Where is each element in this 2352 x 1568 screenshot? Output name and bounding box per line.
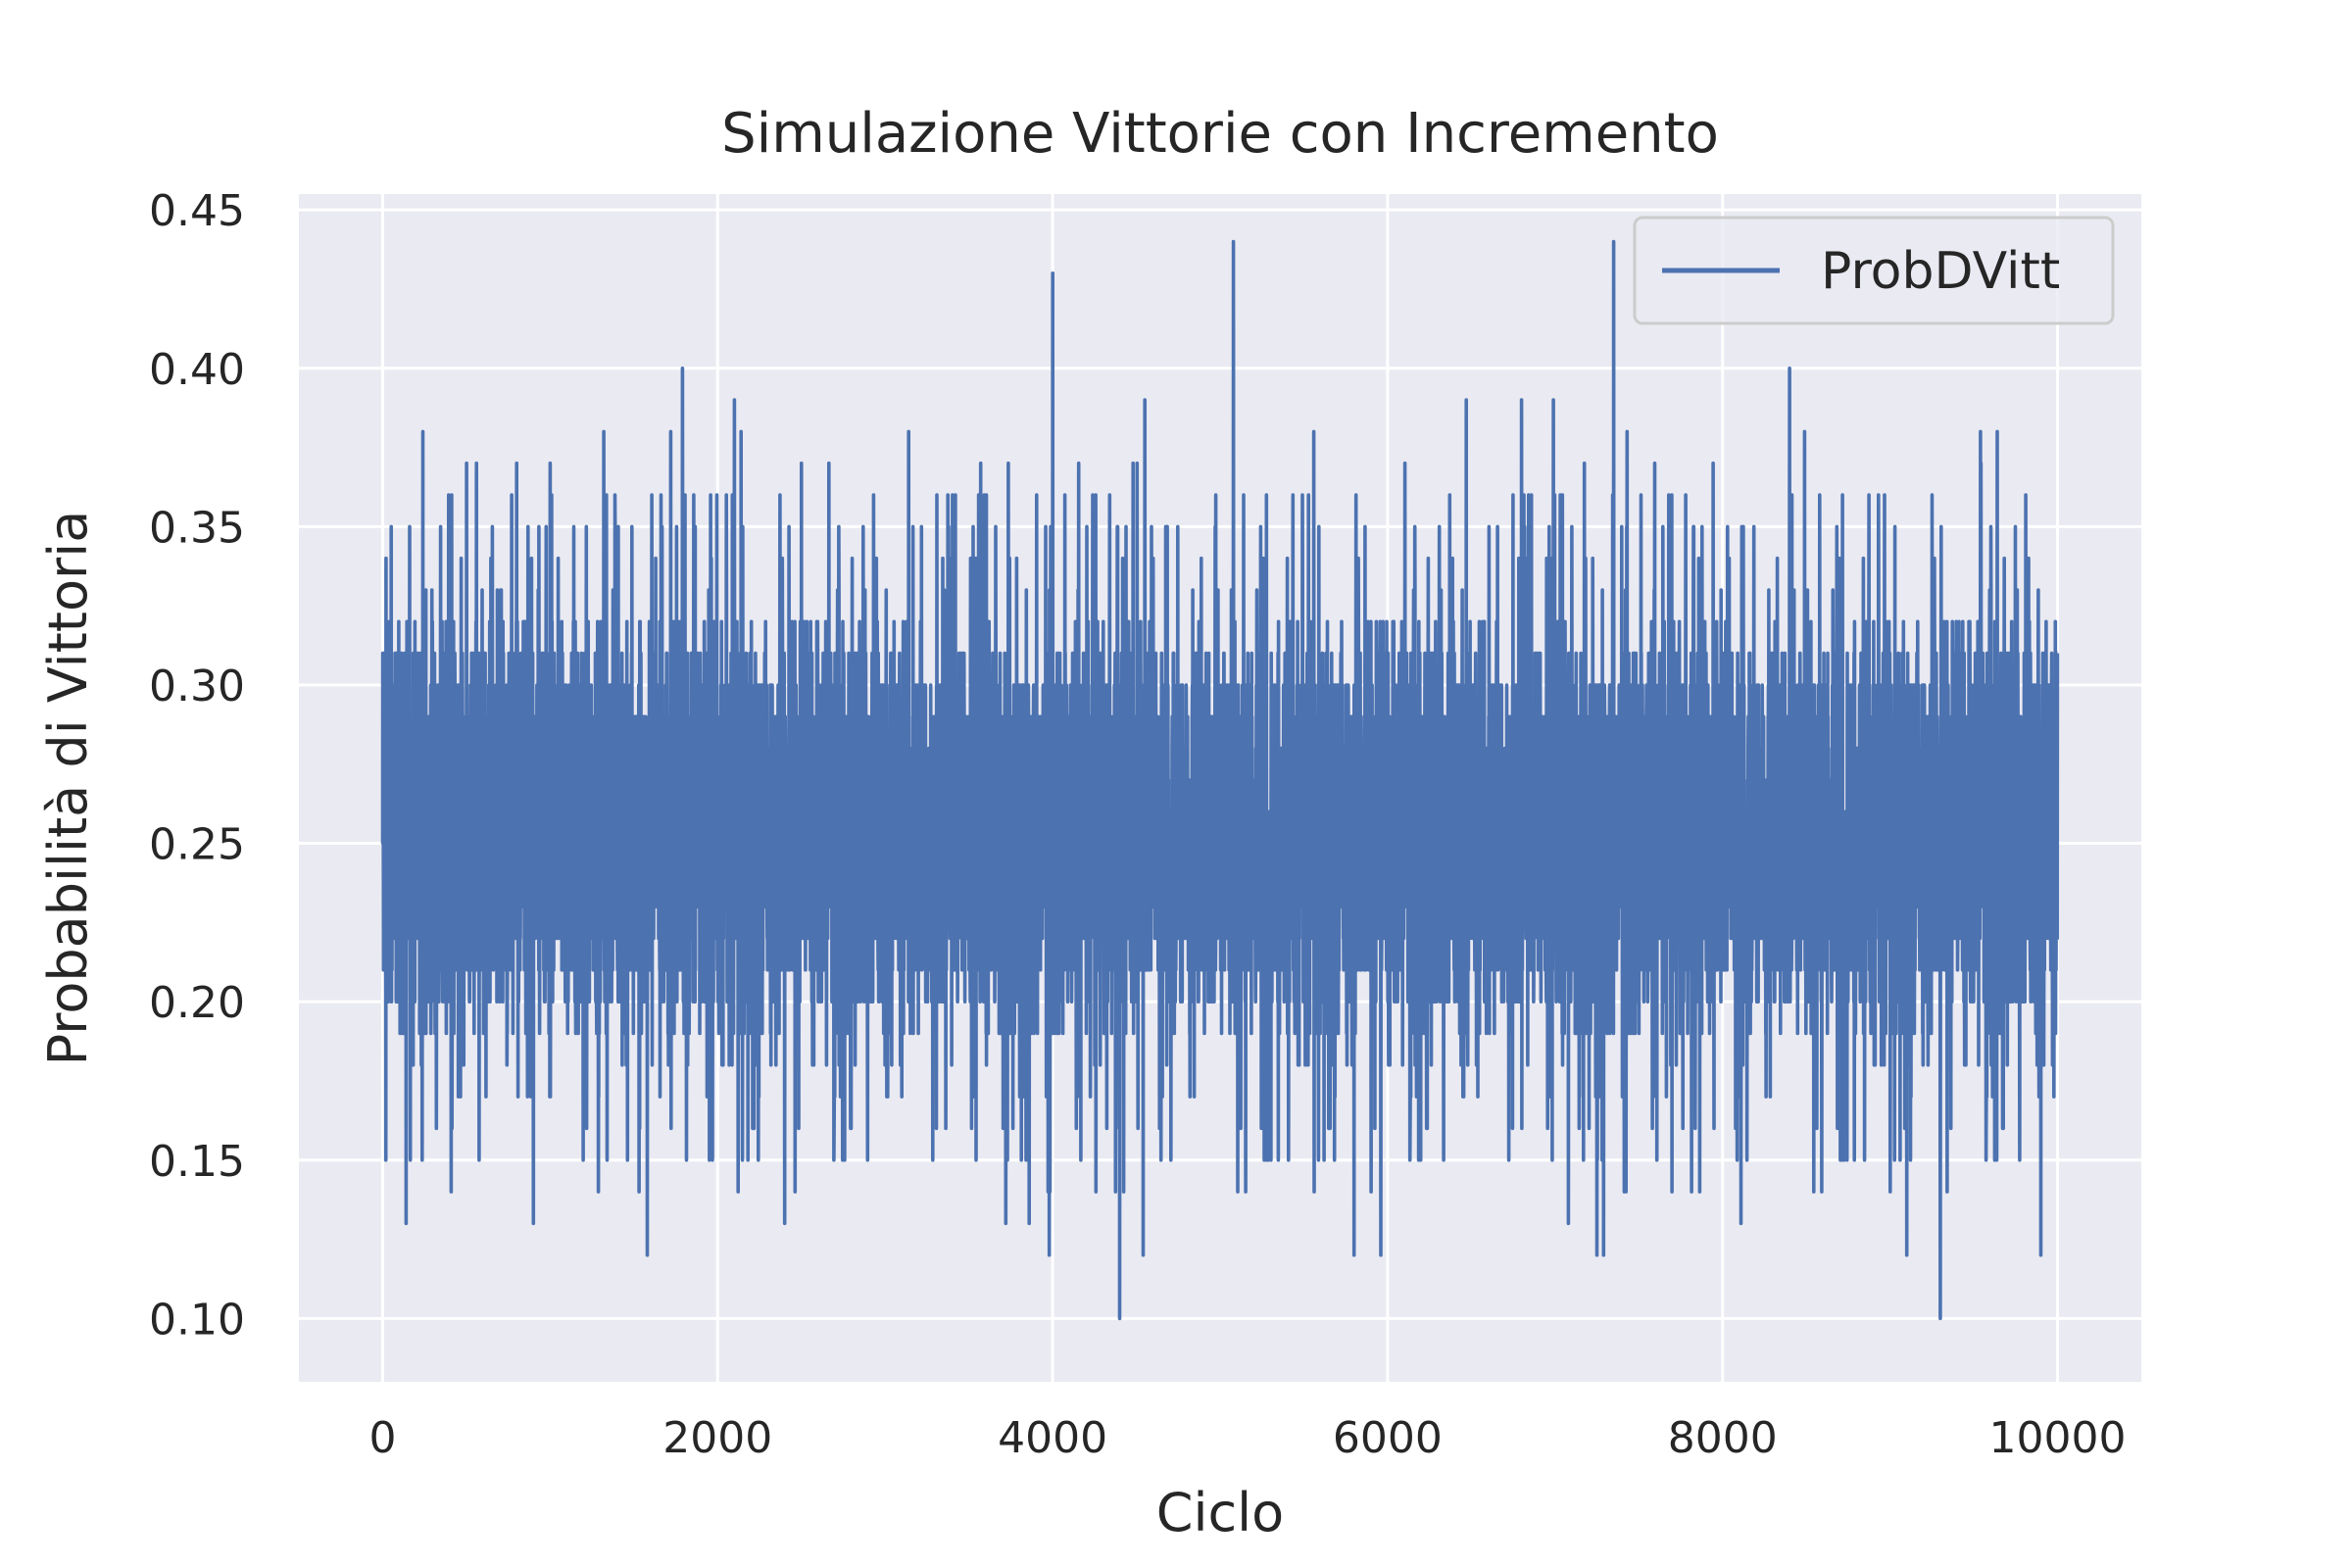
chart-title: Simulazione Vittorie con Incremento — [721, 102, 1719, 166]
x-tick-label: 0 — [368, 1413, 396, 1463]
y-tick-label: 0.45 — [149, 186, 245, 236]
legend: ProbDVitt — [1633, 216, 2115, 325]
y-tick-label: 0.30 — [149, 662, 245, 711]
y-tick-label: 0.10 — [149, 1295, 245, 1345]
x-tick-label: 10000 — [1989, 1413, 2127, 1463]
y-axis-label: Probabilità di Vittoria — [37, 511, 99, 1066]
x-tick-label: 8000 — [1668, 1413, 1778, 1463]
y-tick-labels: 0.10 0.15 0.20 0.25 0.30 0.35 0.40 0.45 — [149, 186, 245, 1345]
x-axis-label: Ciclo — [1156, 1482, 1284, 1544]
y-tick-label: 0.15 — [149, 1137, 245, 1187]
y-tick-label: 0.20 — [149, 978, 245, 1028]
series-layer — [380, 239, 2060, 1321]
legend-label: ProbDVitt — [1821, 242, 2060, 301]
x-tick-label: 4000 — [998, 1413, 1107, 1463]
y-tick-label: 0.25 — [149, 820, 245, 870]
legend-box — [1633, 216, 2115, 325]
x-tick-labels: 0 2000 4000 6000 8000 10000 — [368, 1413, 2126, 1463]
x-tick-label: 6000 — [1333, 1413, 1443, 1463]
series-line-probdvitt — [380, 239, 2060, 1321]
y-tick-label: 0.40 — [149, 345, 245, 395]
x-tick-label: 2000 — [662, 1413, 772, 1463]
y-tick-label: 0.35 — [149, 503, 245, 553]
